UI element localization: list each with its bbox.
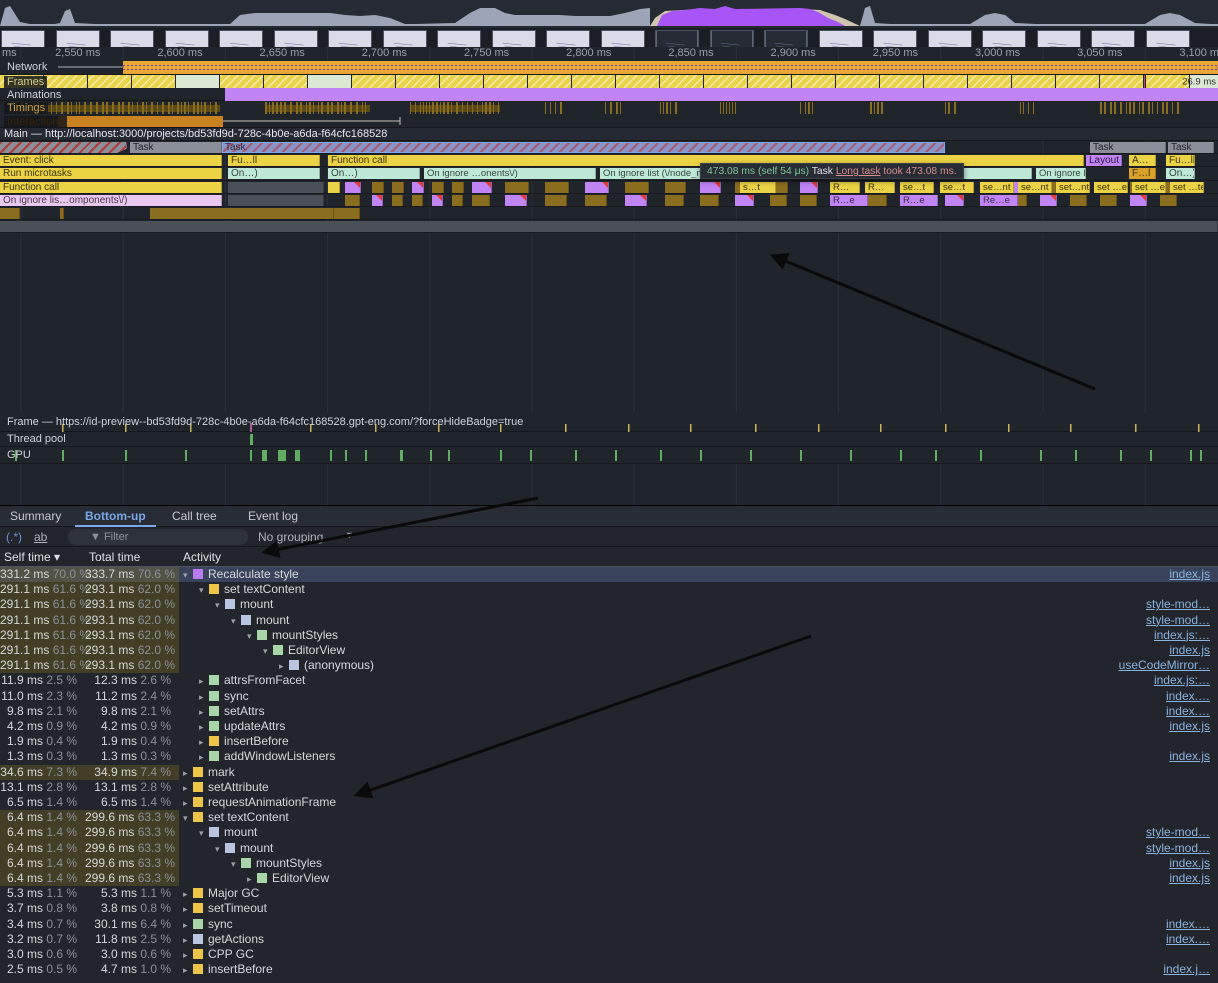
svg-text:26.9 ms: 26.9 ms [1182, 77, 1216, 88]
